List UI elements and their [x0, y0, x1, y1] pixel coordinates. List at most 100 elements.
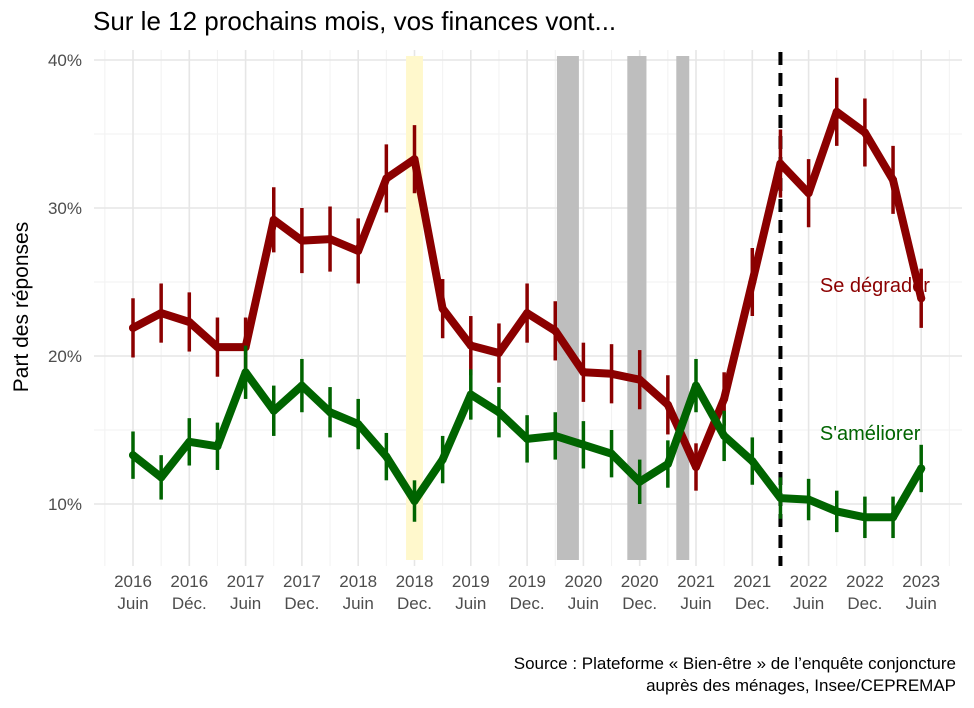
data-point-degrade — [917, 294, 926, 303]
data-point-degrade — [663, 400, 672, 409]
data-point-degrade — [551, 326, 560, 335]
data-point-degrade — [832, 107, 841, 116]
data-point-degrade — [860, 128, 869, 137]
x-tick-label-year: 2018 — [396, 572, 434, 591]
x-tick-label-month: Déc. — [172, 594, 207, 613]
x-tick-label-year: 2019 — [452, 572, 490, 591]
x-tick-label-month: Juin — [906, 594, 937, 613]
data-point-degrade — [776, 159, 785, 168]
x-tick-label-month: Juin — [230, 594, 261, 613]
shaded-period — [676, 56, 690, 560]
data-point-ameliore — [438, 455, 447, 464]
y-tick-label: 20% — [48, 347, 82, 366]
data-point-ameliore — [889, 513, 898, 522]
data-point-ameliore — [607, 449, 616, 458]
data-point-degrade — [889, 175, 898, 184]
data-point-degrade — [720, 394, 729, 403]
x-tick-label-month: Juin — [568, 594, 599, 613]
data-point-degrade — [438, 304, 447, 313]
series-annotation-degrade: Se dégrader — [820, 275, 930, 297]
x-tick-label-month: Juin — [343, 594, 374, 613]
data-point-degrade — [748, 278, 757, 286]
data-point-ameliore — [410, 497, 419, 506]
chart-title: Sur le 12 prochains mois, vos finances v… — [93, 6, 617, 36]
data-point-degrade — [607, 369, 616, 378]
data-point-ameliore — [494, 408, 503, 417]
data-point-ameliore — [326, 408, 335, 417]
data-point-ameliore — [579, 440, 588, 449]
data-point-degrade — [185, 317, 194, 326]
data-point-degrade — [410, 155, 419, 164]
shaded-period — [627, 56, 647, 560]
data-point-degrade — [382, 174, 391, 183]
x-tick-label-year: 2020 — [621, 572, 659, 591]
x-tick-label-month: Dec. — [510, 594, 545, 613]
data-point-ameliore — [129, 451, 137, 460]
data-point-ameliore — [466, 390, 475, 399]
data-point-ameliore — [157, 473, 166, 482]
data-point-ameliore — [241, 368, 250, 377]
source-caption-line-2: auprès des ménages, Insee/CEPREMAP — [646, 676, 956, 695]
y-tick-label: 10% — [48, 495, 82, 514]
x-tick-label-year: 2017 — [227, 572, 265, 591]
x-tick-label-month: Dec. — [847, 594, 882, 613]
data-point-ameliore — [635, 477, 644, 486]
x-tick-label-month: Dec. — [735, 594, 770, 613]
x-tick-label-year: 2016 — [114, 572, 152, 591]
data-point-ameliore — [832, 507, 841, 516]
x-tick-label-year: 2021 — [677, 572, 715, 591]
x-tick-label-year: 2023 — [902, 572, 940, 591]
y-tick-label: 30% — [48, 199, 82, 218]
data-point-ameliore — [354, 420, 363, 429]
data-point-ameliore — [776, 494, 785, 503]
data-point-ameliore — [269, 406, 278, 415]
data-point-degrade — [354, 246, 363, 255]
data-point-degrade — [804, 189, 813, 198]
data-point-ameliore — [523, 434, 532, 443]
data-point-degrade — [494, 349, 503, 358]
data-point-ameliore — [917, 464, 926, 473]
x-tick-label-year: 2018 — [339, 572, 377, 591]
data-point-ameliore — [185, 437, 194, 446]
x-tick-label-year: 2020 — [564, 572, 602, 591]
x-tick-label-month: Dec. — [622, 594, 657, 613]
data-point-degrade — [466, 341, 475, 350]
x-tick-label-month: Juin — [793, 594, 824, 613]
data-point-degrade — [326, 235, 335, 244]
data-point-ameliore — [213, 442, 222, 451]
x-tick-label-month: Juin — [117, 594, 148, 613]
data-point-degrade — [213, 343, 222, 352]
x-tick-label-month: Dec. — [397, 594, 432, 613]
data-point-degrade — [692, 463, 700, 471]
x-tick-label-year: 2022 — [846, 572, 884, 591]
x-tick-label-year: 2016 — [170, 572, 208, 591]
x-tick-label-year: 2022 — [790, 572, 828, 591]
data-point-degrade — [157, 309, 166, 318]
data-point-ameliore — [663, 460, 672, 469]
source-caption-line-1: Source : Plateforme « Bien-être » de l’e… — [513, 654, 956, 673]
data-point-degrade — [579, 368, 588, 377]
data-point-ameliore — [804, 495, 813, 504]
x-tick-label-year: 2017 — [283, 572, 321, 591]
data-point-ameliore — [748, 457, 757, 466]
data-point-ameliore — [382, 452, 391, 461]
x-tick-label-month: Dec. — [284, 594, 319, 613]
data-point-degrade — [523, 309, 532, 318]
data-point-degrade — [269, 215, 278, 224]
x-tick-label-year: 2019 — [508, 572, 546, 591]
series-annotation-ameliore: S'améliorer — [820, 423, 921, 445]
data-point-degrade — [635, 375, 644, 384]
data-point-degrade — [129, 323, 137, 332]
data-point-ameliore — [720, 431, 729, 440]
line-chart: Se dégrader S'améliorer 10% 20% 30% 40% 2016 Ju… — [48, 50, 962, 613]
x-tick-label-year: 2021 — [733, 572, 771, 591]
data-point-ameliore — [297, 381, 306, 390]
data-point-ameliore — [551, 431, 560, 440]
x-tick-label-month: Juin — [455, 594, 486, 613]
data-point-ameliore — [692, 381, 700, 390]
data-point-ameliore — [860, 513, 869, 522]
y-tick-label: 40% — [48, 51, 82, 70]
shaded-period — [556, 56, 579, 560]
x-tick-label-month: Juin — [680, 594, 711, 613]
data-point-degrade — [297, 236, 306, 245]
